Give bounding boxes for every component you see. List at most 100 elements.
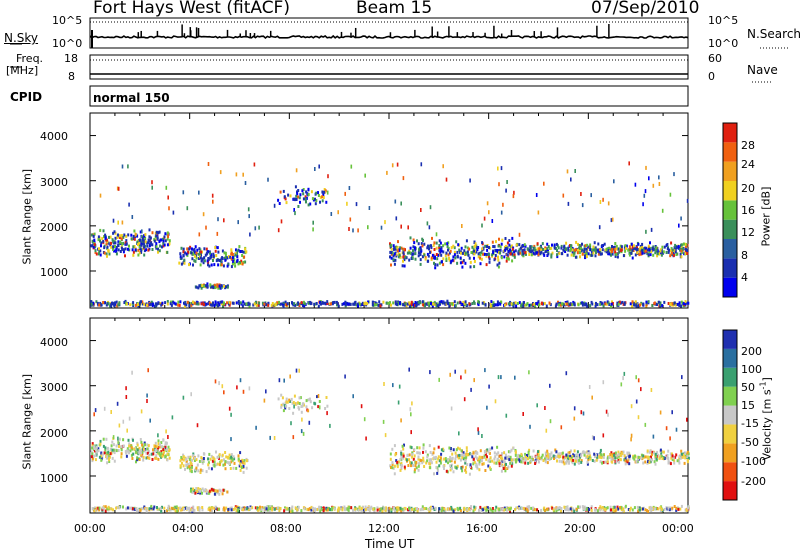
velocity-cell	[684, 451, 687, 455]
power-cell	[131, 215, 134, 219]
velocity-cell	[478, 468, 481, 472]
power-cell	[254, 226, 257, 231]
velocity-cell	[677, 507, 680, 511]
velocity-cell	[628, 508, 631, 512]
velocity-cell	[569, 449, 572, 453]
power-cell	[117, 240, 120, 244]
velocity-cell	[191, 454, 194, 458]
velocity-cell	[147, 444, 150, 448]
velocity-cell	[416, 509, 419, 513]
power-cell	[120, 234, 123, 238]
power-colorbar-segment	[723, 258, 737, 278]
velocity-cell	[537, 456, 540, 460]
power-cell	[469, 265, 472, 269]
power-cell	[479, 262, 482, 266]
velocity-cell	[280, 403, 283, 407]
power-cell	[215, 259, 218, 263]
power-cell	[473, 301, 476, 305]
power-cell	[608, 303, 611, 306]
velocity-cell	[368, 509, 371, 513]
power-cell	[439, 241, 442, 245]
velocity-cell	[454, 457, 457, 461]
nsky-panel	[89, 17, 689, 49]
power-colorbar-segment	[723, 123, 737, 143]
velocity-cell	[376, 508, 379, 512]
velocity-cell	[157, 457, 160, 461]
power-cell	[530, 245, 533, 249]
power-cell	[667, 250, 670, 254]
power-cell	[315, 302, 318, 305]
velocity-cell	[162, 448, 165, 451]
velocity-cell	[679, 456, 682, 460]
velocity-cell	[341, 508, 344, 512]
velocity-cell	[654, 507, 656, 511]
power-cell	[332, 301, 335, 304]
power-cell	[601, 248, 604, 252]
power-cell	[666, 243, 669, 246]
velocity-cell	[566, 507, 569, 511]
velocity-cell	[683, 461, 686, 465]
velocity-cell	[240, 466, 243, 469]
power-cell	[143, 239, 146, 243]
velocity-cell	[393, 444, 396, 448]
velocity-cell	[305, 405, 308, 409]
velocity-tick: 100	[741, 363, 762, 376]
velocity-cell	[422, 507, 425, 511]
power-cell	[437, 304, 439, 308]
power-cell	[99, 301, 102, 305]
velocity-cell	[478, 457, 480, 461]
power-cell	[652, 247, 655, 251]
velocity-cell	[102, 444, 105, 448]
power-cell	[214, 286, 217, 290]
power-cell	[366, 302, 369, 306]
velocity-cell	[141, 443, 144, 447]
power-cell	[473, 265, 476, 269]
power-cell	[425, 302, 428, 306]
power-cell	[102, 239, 105, 243]
velocity-cell	[496, 457, 499, 461]
velocity-cell	[431, 507, 433, 510]
power-cell	[92, 301, 95, 305]
power-cell	[278, 202, 281, 205]
velocity-cell	[231, 458, 234, 462]
power-cell	[428, 301, 431, 305]
power-cell	[597, 250, 600, 253]
power-cell	[122, 248, 125, 252]
velocity-cell	[567, 508, 570, 512]
velocity-cell	[207, 457, 210, 461]
power-cell	[117, 186, 120, 191]
velocity-cell	[167, 435, 169, 439]
velocity-cell	[486, 508, 489, 512]
velocity-cell	[112, 448, 115, 452]
velocity-cell	[122, 444, 125, 448]
power-cell	[540, 248, 543, 252]
velocity-cell	[408, 453, 411, 457]
velocity-cell	[135, 507, 138, 510]
velocity-cell	[548, 453, 551, 456]
velocity-cell	[490, 508, 493, 512]
power-cell	[471, 245, 474, 249]
velocity-cell	[200, 459, 203, 463]
velocity-cell	[207, 463, 210, 467]
velocity-cell	[200, 456, 203, 460]
velocity-cell	[587, 458, 590, 462]
range-tick: 4000	[40, 130, 68, 143]
velocity-cell	[481, 455, 484, 459]
power-cell	[329, 302, 332, 306]
power-cell	[167, 235, 169, 239]
velocity-cell	[118, 506, 121, 510]
velocity-cell	[104, 448, 107, 452]
power-cell	[446, 242, 449, 246]
power-cell	[402, 259, 404, 263]
velocity-cell	[391, 463, 394, 466]
velocity-cell	[179, 508, 182, 512]
velocity-cell	[610, 451, 613, 455]
velocity-cell	[98, 508, 101, 512]
velocity-cell	[254, 506, 257, 510]
velocity-cell	[241, 460, 244, 464]
velocity-cell	[453, 460, 456, 464]
velocity-cell	[405, 458, 408, 462]
freq-tick-bottom: 8	[68, 70, 75, 83]
velocity-cell	[515, 458, 518, 462]
power-cell	[577, 242, 579, 246]
